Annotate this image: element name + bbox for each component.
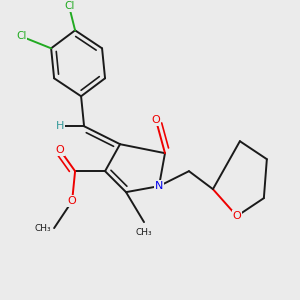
Text: O: O <box>56 145 64 155</box>
Text: H: H <box>56 121 64 131</box>
Text: CH₃: CH₃ <box>136 228 152 237</box>
Text: CH₃: CH₃ <box>34 224 51 232</box>
Text: O: O <box>152 115 160 125</box>
Text: O: O <box>232 211 241 221</box>
Text: O: O <box>68 196 76 206</box>
Text: Cl: Cl <box>16 31 26 41</box>
Text: Cl: Cl <box>64 2 74 11</box>
Text: N: N <box>155 181 163 191</box>
